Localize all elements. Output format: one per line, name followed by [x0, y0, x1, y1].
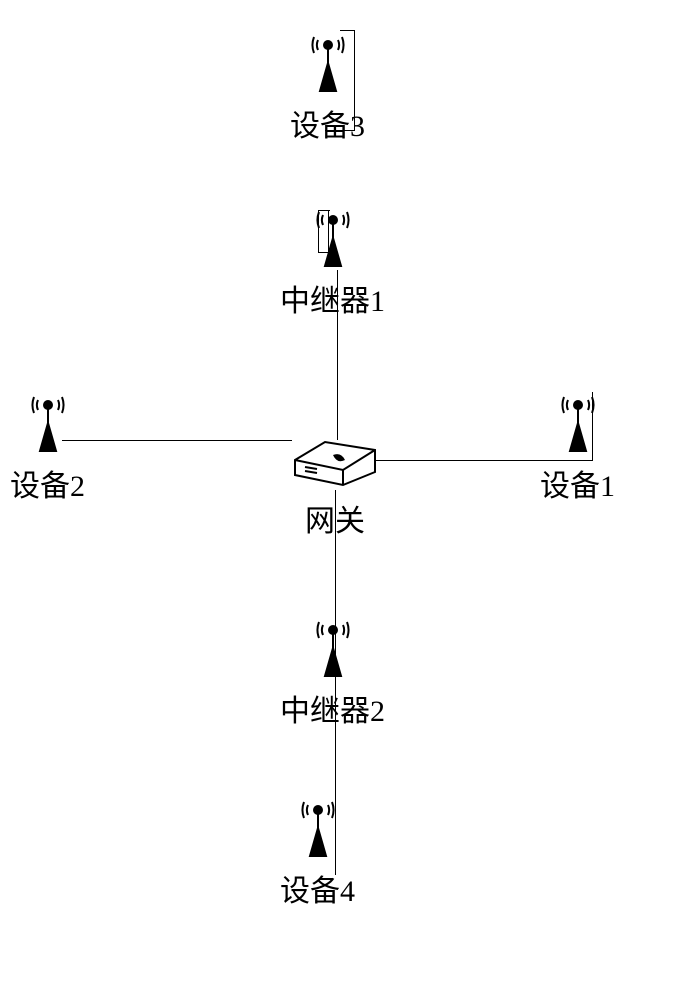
node-device4: 设备4 [280, 790, 355, 910]
antenna-icon [288, 790, 348, 860]
antenna-icon [303, 200, 363, 270]
antenna-icon [18, 385, 78, 455]
device1-label: 设备1 [540, 461, 615, 505]
node-device3: 设备3 [290, 25, 365, 145]
line-dev2-gw [62, 440, 292, 441]
node-device1: 设备1 [540, 385, 615, 505]
repeater1-label: 中继器1 [280, 276, 385, 320]
node-repeater1: 中继器1 [280, 200, 385, 320]
diagram-canvas: 设备3 中继器1 [0, 0, 674, 1000]
device3-label: 设备3 [290, 101, 365, 145]
repeater2-label: 中继器2 [280, 686, 385, 730]
gateway-icon [285, 430, 385, 490]
antenna-icon [548, 385, 608, 455]
node-gateway: 网关 [285, 430, 385, 540]
node-device2: 设备2 [10, 385, 85, 505]
node-repeater2: 中继器2 [280, 610, 385, 730]
antenna-icon [298, 25, 358, 95]
device4-label: 设备4 [280, 866, 355, 910]
gateway-label: 网关 [305, 496, 365, 540]
device2-label: 设备2 [10, 461, 85, 505]
antenna-icon [303, 610, 363, 680]
